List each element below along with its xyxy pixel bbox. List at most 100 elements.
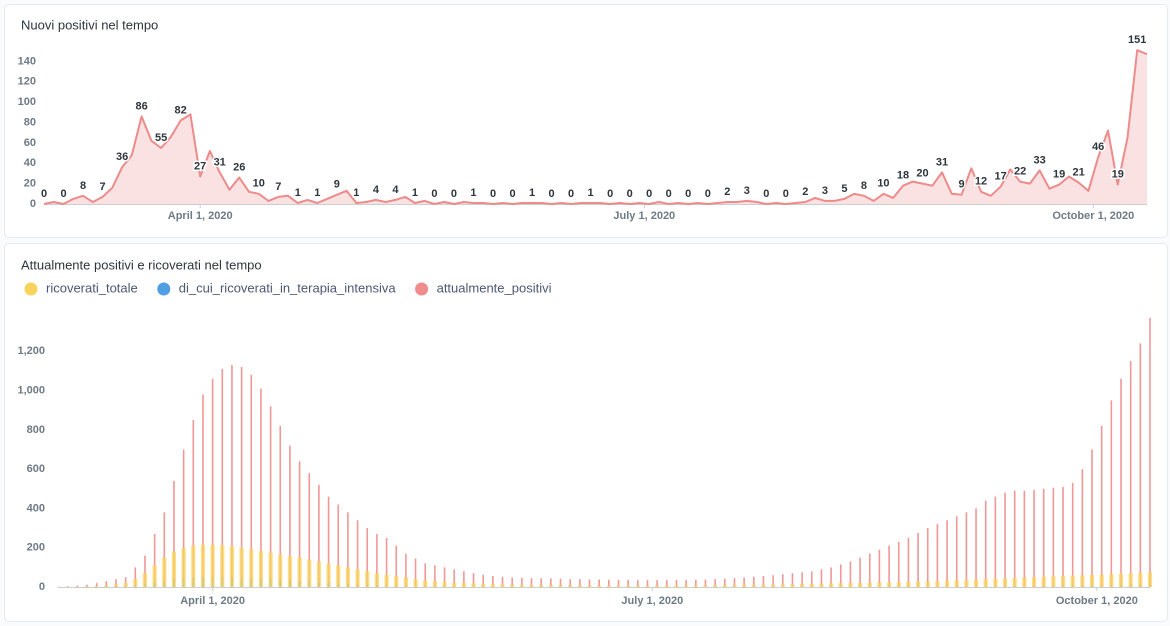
bar <box>616 585 621 587</box>
bar <box>637 580 639 587</box>
bar <box>954 580 959 587</box>
data-label: 36 <box>116 151 128 163</box>
bar <box>1062 486 1064 587</box>
data-label: 0 <box>666 188 672 200</box>
x-tick-label: October 1, 2020 <box>1052 210 1134 222</box>
bar <box>751 584 756 587</box>
bar <box>376 533 378 587</box>
bar <box>626 585 631 587</box>
bar <box>162 557 167 587</box>
bar <box>529 585 534 587</box>
data-label: 31 <box>214 156 226 168</box>
bar <box>384 574 389 587</box>
bar <box>917 532 919 587</box>
bar <box>1080 575 1085 587</box>
data-label: 9 <box>958 179 964 191</box>
data-label: 9 <box>334 179 340 191</box>
data-label: 0 <box>431 188 437 200</box>
bar <box>287 555 293 587</box>
bar <box>1120 378 1122 587</box>
chart-title: Attualmente positivi e ricoverati nel te… <box>21 257 262 272</box>
bar <box>878 549 881 587</box>
bar <box>704 579 707 587</box>
bar <box>1089 574 1095 587</box>
data-label: 2 <box>802 186 808 198</box>
data-label: 3 <box>744 185 750 197</box>
data-label: 55 <box>155 132 167 144</box>
data-label: 0 <box>549 188 555 200</box>
bar <box>896 582 901 587</box>
data-label: 21 <box>1073 167 1085 179</box>
data-label: 0 <box>451 188 457 200</box>
bar <box>975 508 977 587</box>
bar <box>1109 574 1114 587</box>
bar <box>819 583 824 587</box>
bar <box>693 585 698 587</box>
bar <box>801 572 803 587</box>
bar <box>316 561 322 587</box>
data-label: 0 <box>705 188 711 200</box>
data-label: 0 <box>646 188 652 200</box>
bar <box>472 573 475 587</box>
y-tick-label: 140 <box>18 55 36 67</box>
bar <box>877 582 882 587</box>
bar <box>857 582 863 587</box>
bar <box>191 545 196 587</box>
bar <box>714 579 716 587</box>
bar <box>897 541 900 587</box>
bar <box>597 585 602 587</box>
y-tick-label: 400 <box>27 502 45 514</box>
bar <box>558 585 563 587</box>
bar <box>105 581 108 587</box>
bar <box>490 584 495 587</box>
line <box>43 49 1148 205</box>
data-label: 7 <box>100 181 106 193</box>
data-label: 5 <box>841 183 847 195</box>
bar <box>926 528 929 587</box>
bar <box>830 567 832 587</box>
bar <box>1149 317 1151 587</box>
bar <box>973 579 979 587</box>
bar <box>722 585 727 587</box>
data-label: 4 <box>373 184 380 196</box>
bar <box>859 557 861 587</box>
card <box>4 243 1168 622</box>
bar <box>1100 425 1103 587</box>
bar <box>1099 574 1104 587</box>
bar <box>627 579 629 587</box>
bar <box>1022 577 1027 587</box>
bar <box>809 583 814 587</box>
data-label: 20 <box>916 168 928 180</box>
bar <box>713 585 718 587</box>
bar <box>134 567 137 587</box>
data-label: 8 <box>80 180 86 192</box>
bar <box>452 582 457 587</box>
data-label: 19 <box>1112 169 1124 181</box>
bar <box>548 585 553 587</box>
bar <box>886 582 892 587</box>
x-tick-label: April 1, 2020 <box>180 595 245 607</box>
y-tick-label: 80 <box>24 116 36 128</box>
data-label: 7 <box>275 181 281 193</box>
bar <box>1031 577 1037 587</box>
data-label: 33 <box>1034 154 1046 166</box>
bar <box>298 461 301 587</box>
data-label: 0 <box>41 188 47 200</box>
bar <box>1110 400 1113 587</box>
bar <box>1052 487 1055 587</box>
bar <box>210 544 215 587</box>
bar <box>249 549 254 587</box>
bar <box>888 545 890 587</box>
bar <box>994 496 997 587</box>
bar <box>1147 572 1153 587</box>
bar <box>133 579 138 587</box>
bar <box>192 420 195 587</box>
bar <box>95 583 98 587</box>
bar <box>423 580 428 587</box>
bar <box>511 577 513 587</box>
data-label: 1 <box>412 187 418 199</box>
bar <box>414 558 417 587</box>
bar <box>849 561 852 587</box>
bar <box>666 580 668 587</box>
